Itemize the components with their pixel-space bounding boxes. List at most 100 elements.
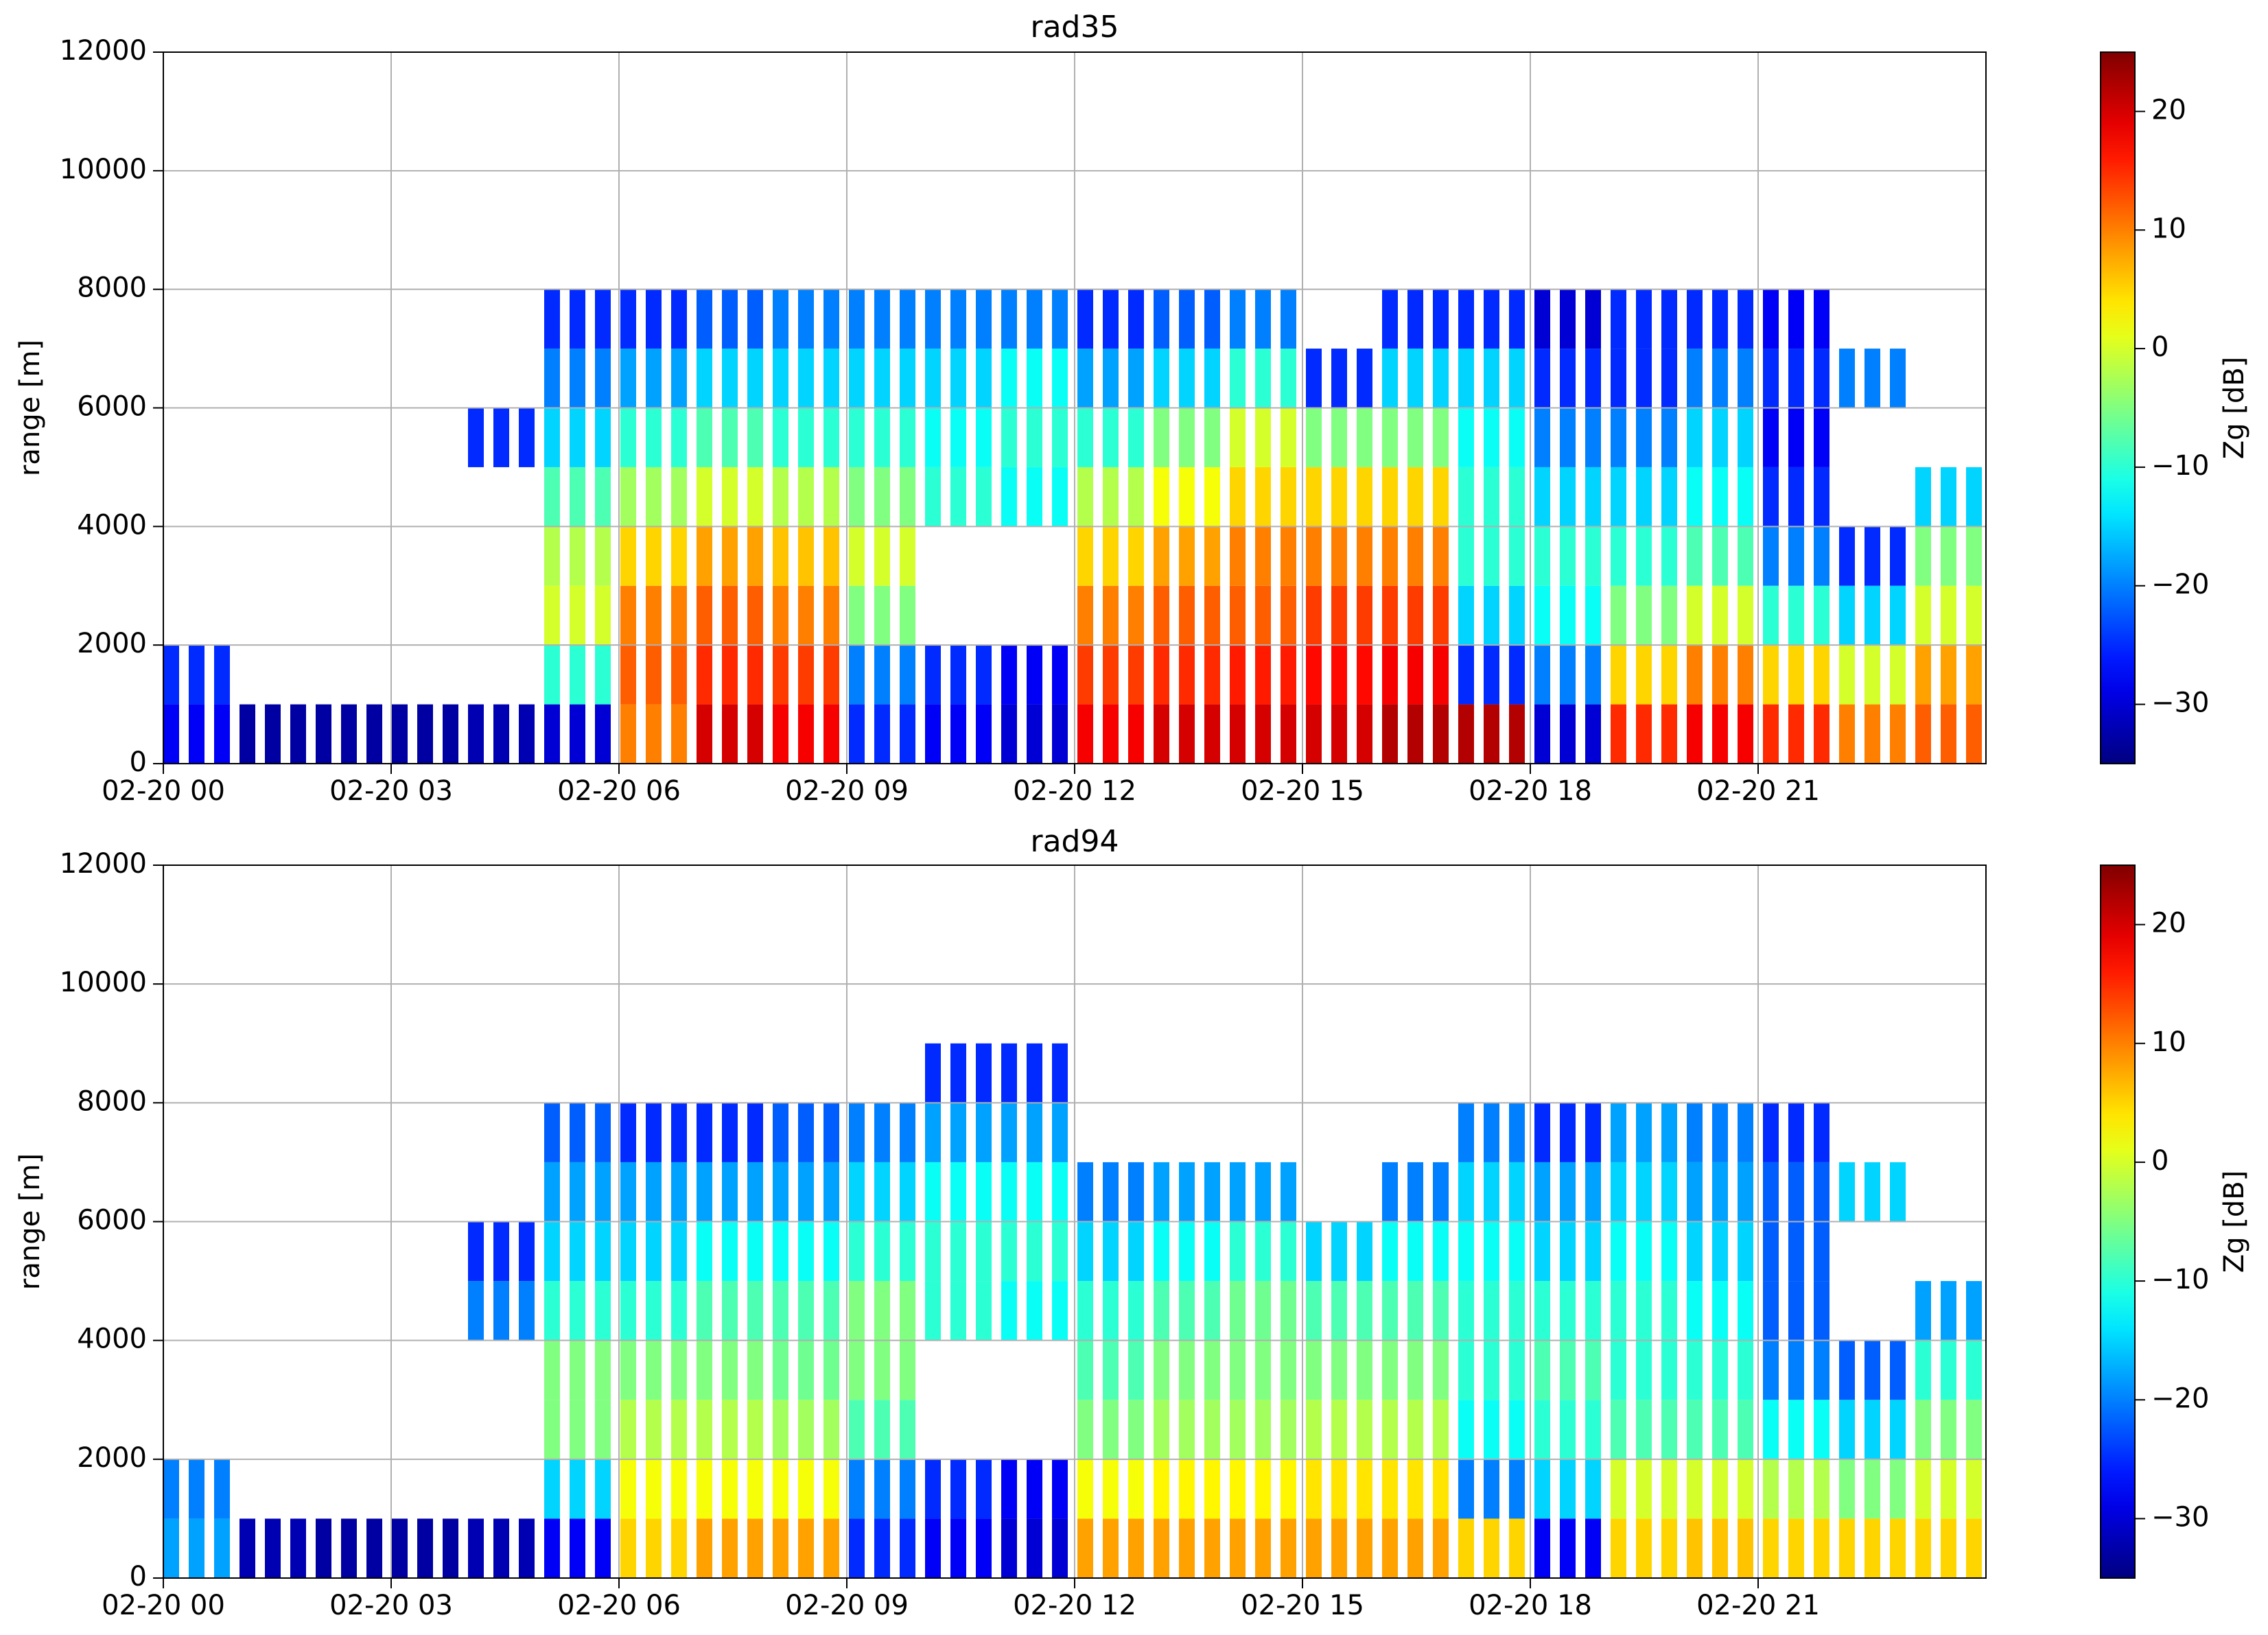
cell [1075, 289, 1151, 349]
cell [922, 467, 999, 527]
cell [922, 408, 999, 467]
cell [1682, 645, 1758, 705]
cell [1378, 704, 1455, 764]
cell [1150, 467, 1227, 527]
cell [694, 1400, 771, 1459]
cell [847, 289, 923, 349]
cell [1530, 467, 1606, 527]
cell [1150, 349, 1227, 408]
chart-title: rad94 [1031, 824, 1119, 859]
cell [467, 704, 543, 764]
cell [1758, 704, 1834, 764]
cell [1530, 1103, 1606, 1162]
cell [1226, 289, 1302, 349]
cell [1910, 526, 1986, 586]
y-tick-label: 2000 [77, 1442, 147, 1474]
cell [1378, 349, 1455, 408]
x-tick-label: 02-20 03 [329, 1590, 453, 1621]
cell [619, 585, 695, 646]
cell [1910, 1281, 1986, 1341]
cell [694, 1518, 771, 1578]
colorbar [2100, 51, 2136, 764]
cell [1682, 1103, 1758, 1162]
cell [543, 1281, 619, 1341]
cell [922, 1043, 999, 1103]
cell [1454, 1221, 1530, 1282]
cell [1682, 585, 1758, 646]
cell [163, 1518, 239, 1578]
cell [543, 645, 619, 705]
x-tick-label: 02-20 03 [329, 775, 453, 807]
x-tick-label: 02-20 09 [785, 775, 909, 807]
cell [1302, 1221, 1379, 1282]
cell [1682, 704, 1758, 764]
cell [1075, 408, 1151, 467]
cell [1378, 1221, 1455, 1282]
cell [239, 704, 316, 764]
cell [1075, 1518, 1151, 1578]
y-axis-label: range [m] [14, 1153, 46, 1290]
cell [543, 1103, 619, 1162]
cell [543, 1459, 619, 1519]
cell [1075, 1221, 1151, 1282]
cell [1378, 585, 1455, 646]
cell [1682, 1340, 1758, 1400]
cell [1378, 645, 1455, 705]
cell [1606, 467, 1683, 527]
cell [771, 467, 847, 527]
cell [1910, 645, 1986, 705]
cell [1682, 1281, 1758, 1341]
cell [543, 1340, 619, 1400]
cell [1075, 1459, 1151, 1519]
cell [1606, 1281, 1683, 1341]
cell [1606, 289, 1683, 349]
cell [1226, 1459, 1302, 1519]
cell [1454, 1103, 1530, 1162]
cell [1682, 349, 1758, 408]
cell [1530, 526, 1606, 586]
cell [1758, 289, 1834, 349]
cell [694, 704, 771, 764]
cell [694, 1459, 771, 1519]
cell [619, 704, 695, 764]
cell [1758, 1518, 1834, 1578]
cell [1530, 408, 1606, 467]
cell [1606, 1162, 1683, 1222]
cell [771, 645, 847, 705]
cell [1758, 349, 1834, 408]
cell [1758, 1162, 1834, 1222]
cell [998, 289, 1075, 349]
cell [694, 526, 771, 586]
cell [1226, 1400, 1302, 1459]
cell [1834, 1459, 1910, 1519]
cell [1150, 645, 1227, 705]
cell [847, 1340, 923, 1400]
cell [1682, 467, 1758, 527]
cell [467, 1518, 543, 1578]
cell [1682, 1400, 1758, 1459]
cell [1454, 289, 1530, 349]
x-tick-label: 02-20 12 [1013, 1590, 1136, 1621]
cell [1454, 645, 1530, 705]
cell [619, 1459, 695, 1519]
colorbar-tick-label: 10 [2151, 213, 2186, 244]
y-tick-label: 12000 [60, 35, 147, 67]
cell [1150, 585, 1227, 646]
cell [1530, 1281, 1606, 1341]
cell [1682, 1518, 1758, 1578]
cell [771, 1518, 847, 1578]
cell [467, 1221, 543, 1282]
cell [619, 1221, 695, 1282]
x-tick-label: 02-20 06 [557, 1590, 681, 1621]
x-tick-label: 02-20 21 [1696, 775, 1820, 807]
cell [619, 526, 695, 586]
cell [1454, 349, 1530, 408]
cell [998, 1459, 1075, 1519]
cell [922, 1103, 999, 1162]
cell [847, 585, 923, 646]
cell [998, 1221, 1075, 1282]
cell [1378, 408, 1455, 467]
cell [694, 645, 771, 705]
cell [1606, 408, 1683, 467]
cell [1910, 585, 1986, 646]
